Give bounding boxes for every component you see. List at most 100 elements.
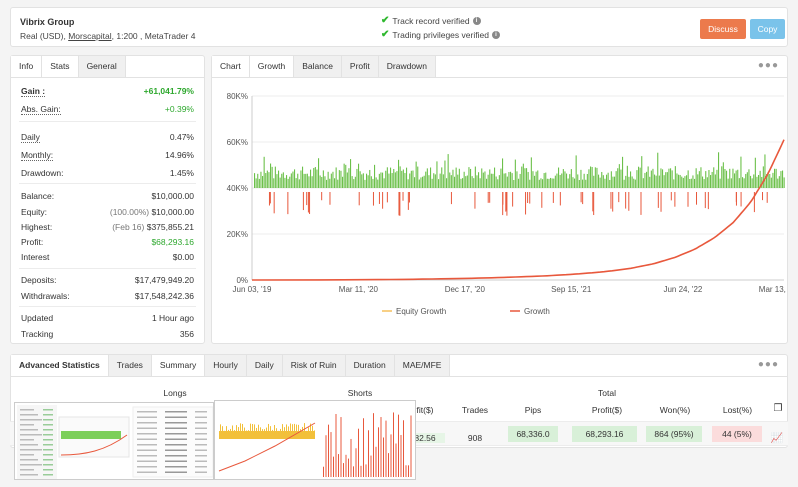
thumb-bar <box>393 412 394 477</box>
thumb-bar <box>306 430 307 435</box>
chart-icon[interactable]: 📈 <box>770 433 784 444</box>
bar-positive <box>574 178 576 188</box>
thumb-line <box>137 438 157 440</box>
tab-growth[interactable]: Growth <box>249 56 295 77</box>
trading-privileges-text: Trading privileges verified <box>392 29 489 40</box>
bar-positive <box>308 176 310 188</box>
abs-gain-label[interactable]: Abs. Gain: <box>21 104 61 115</box>
copy-button[interactable]: Copy <box>750 19 785 39</box>
account-details: , 1:200 , MetaTrader 4 <box>111 31 196 41</box>
bar-positive <box>657 152 659 188</box>
broker-link[interactable]: Morscapital <box>68 31 112 41</box>
bar-positive <box>623 179 625 188</box>
tab-duration[interactable]: Duration <box>345 355 395 376</box>
bar-positive <box>618 164 620 188</box>
copy-table-icon[interactable]: ❐ <box>773 403 783 414</box>
bar-positive <box>530 157 532 188</box>
bar-positive <box>599 177 601 188</box>
bar-negative <box>378 192 380 204</box>
more-options-icon[interactable]: ●●● <box>757 359 779 370</box>
bar-positive <box>353 179 355 188</box>
bar-positive <box>681 176 683 188</box>
bar-negative <box>302 192 304 211</box>
thumb-bar <box>224 430 225 435</box>
tab-risk-of-ruin[interactable]: Risk of Ruin <box>282 355 346 376</box>
stat-highest: Highest: (Feb 16) $375,855.21 <box>21 222 194 232</box>
discuss-button[interactable]: Discuss <box>700 19 746 39</box>
bar-positive <box>750 175 752 188</box>
bar-negative <box>552 192 554 203</box>
bar-positive <box>612 176 614 188</box>
bar-positive <box>292 171 294 188</box>
thumb-line <box>20 444 38 446</box>
bar-negative <box>593 192 595 216</box>
bar-positive <box>734 173 736 188</box>
bar-positive <box>534 175 536 188</box>
y-tick-label: 60K% <box>227 138 248 147</box>
bar-positive <box>374 164 376 188</box>
gain-label[interactable]: Gain : <box>21 86 46 97</box>
bar-positive <box>705 171 707 188</box>
monthly-value: 14.96% <box>165 150 194 160</box>
tab-summary[interactable]: Summary <box>151 355 206 376</box>
bar-negative <box>402 192 404 201</box>
thumb-bar <box>248 430 249 435</box>
tab-daily[interactable]: Daily <box>246 355 283 376</box>
bar-positive <box>727 178 729 188</box>
thumb-bar <box>353 466 354 477</box>
thumb-line <box>195 416 207 418</box>
thumb-line <box>43 474 53 476</box>
bar-negative <box>512 192 514 207</box>
tab-general[interactable]: General <box>78 56 126 77</box>
bar-positive <box>518 178 520 188</box>
check-icon: ✔ <box>381 29 390 40</box>
info-icon[interactable]: i <box>491 30 500 39</box>
thumb-bar <box>398 414 399 477</box>
thumb-bar <box>355 448 357 477</box>
tab-profit[interactable]: Profit <box>341 56 379 77</box>
bar-positive <box>322 170 324 188</box>
withdrawals-label: Withdrawals: <box>21 291 70 301</box>
tab-balance[interactable]: Balance <box>294 56 342 77</box>
daily-label[interactable]: Daily <box>21 132 40 143</box>
info-icon[interactable]: i <box>472 16 481 25</box>
bar-positive <box>254 173 256 188</box>
bar-positive <box>722 162 724 188</box>
thumb-bar <box>360 465 362 477</box>
tab-mae-mfe[interactable]: MAE/MFE <box>394 355 451 376</box>
bar-positive <box>446 178 448 188</box>
thumbnail-charts <box>215 401 415 479</box>
thumb-bar <box>348 458 349 477</box>
bar-positive <box>508 172 510 188</box>
growth-line <box>251 139 785 281</box>
stat-daily: Daily 0.47% <box>21 132 194 143</box>
bar-positive <box>756 176 758 188</box>
thumb-bar <box>296 424 297 435</box>
tab-trades[interactable]: Trades <box>108 355 152 376</box>
bar-positive <box>263 156 265 188</box>
monthly-label[interactable]: Monthly: <box>21 150 54 161</box>
more-options-icon[interactable]: ●●● <box>757 60 779 71</box>
bar-positive <box>626 165 628 188</box>
x-tick-label: Dec 17, '20 <box>445 285 486 294</box>
tab-hourly[interactable]: Hourly <box>205 355 247 376</box>
bar-positive <box>724 168 726 188</box>
tab-chart[interactable]: Chart <box>212 56 250 77</box>
bar-positive <box>690 178 692 188</box>
bar-negative <box>474 192 476 209</box>
bar-positive <box>767 171 769 188</box>
thumb-line <box>20 434 42 436</box>
thumb-line <box>20 469 34 471</box>
tab-info[interactable]: Info <box>11 56 43 77</box>
bar-positive <box>516 171 518 188</box>
bar-positive <box>506 176 508 188</box>
tab-drawdown[interactable]: Drawdown <box>378 56 436 77</box>
tab-stats[interactable]: Stats <box>42 56 79 77</box>
bar-positive <box>566 173 568 188</box>
bar-positive <box>476 175 478 188</box>
value-profit: 68,293.16 <box>572 426 637 442</box>
bar-positive <box>436 161 438 188</box>
bar-positive <box>569 174 571 188</box>
bar-positive <box>334 178 336 188</box>
bar-negative <box>640 192 642 215</box>
